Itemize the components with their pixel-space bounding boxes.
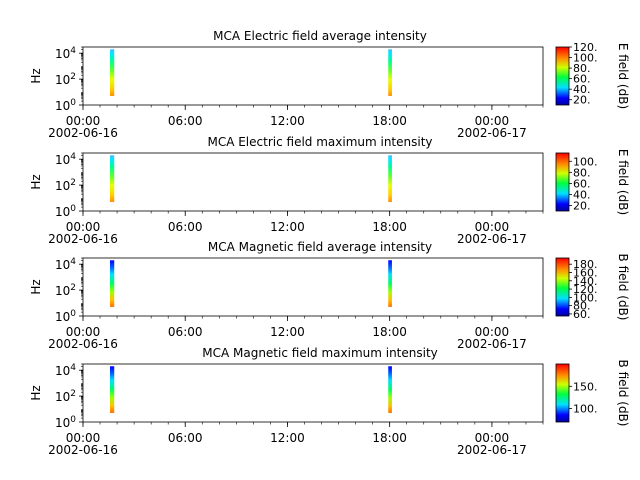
colorbar-tick-label-3: 60.	[573, 73, 591, 86]
panel-title: MCA Electric field average intensity	[213, 29, 427, 43]
x-tick-label-3: 12:00	[270, 114, 305, 128]
colorbar-tick-label-6: 120.	[573, 41, 598, 54]
y-tick-label-1: 100	[55, 98, 76, 113]
colorbar-tick-label-4: 80.	[573, 62, 591, 75]
data-strip-2	[388, 260, 392, 307]
x-tick-date-1: 2002-06-16	[48, 126, 118, 140]
colorbar-tick-label-5: 100.	[573, 52, 598, 65]
y-tick-label-2: 102	[55, 178, 76, 193]
colorbar	[555, 46, 570, 106]
x-tick-label-1: 00:00	[66, 325, 101, 339]
x-tick-label-1: 00:00	[66, 431, 101, 445]
x-tick-date-1: 2002-06-16	[48, 443, 118, 457]
y-tick-label-3: 104	[55, 257, 76, 272]
colorbar-label: E field (dB)	[616, 43, 630, 109]
x-tick-label-5: 00:00	[475, 114, 510, 128]
panel-title: MCA Magnetic field average intensity	[208, 240, 432, 254]
y-axis-label: Hz	[29, 174, 43, 189]
colorbar-label: B field (dB)	[616, 360, 630, 427]
panel-3: MCA Magnetic field average intensity 100 1…	[29, 240, 630, 351]
plot-frame	[82, 257, 544, 317]
y-tick-label-1: 100	[55, 309, 76, 324]
x-tick-label-2: 06:00	[168, 220, 203, 234]
x-tick-date-5: 2002-06-17	[457, 232, 527, 246]
x-tick-label-4: 18:00	[372, 325, 407, 339]
panel-4: MCA Magnetic field maximum intensity 100 1…	[29, 346, 630, 457]
colorbar-tick-label-2: 80.	[573, 300, 591, 313]
x-tick-label-5: 00:00	[475, 325, 510, 339]
colorbar-tick-label-6: 160.	[573, 267, 598, 280]
x-tick-date-5: 2002-06-17	[457, 126, 527, 140]
y-axis-label: Hz	[29, 385, 43, 400]
x-tick-label-2: 06:00	[168, 431, 203, 445]
plot-frame	[82, 363, 544, 423]
data-strip-1	[109, 260, 115, 307]
x-tick-label-4: 18:00	[372, 220, 407, 234]
data-strip-2	[388, 366, 392, 413]
colorbar-label: E field (dB)	[616, 149, 630, 215]
panel-1: MCA Electric field average intensity 100 1…	[29, 29, 630, 140]
x-tick-label-3: 12:00	[270, 431, 305, 445]
y-tick-label-2: 102	[55, 389, 76, 404]
y-tick-label-3: 104	[55, 152, 76, 167]
data-strip-1	[109, 366, 115, 413]
data-strip-2	[388, 155, 392, 202]
colorbar	[555, 152, 570, 212]
colorbar-tick-label-4: 80.	[573, 166, 591, 179]
plot-frame	[82, 152, 544, 212]
x-tick-label-5: 00:00	[475, 220, 510, 234]
x-tick-date-5: 2002-06-17	[457, 443, 527, 457]
colorbar-tick-label-1: 20.	[573, 199, 591, 212]
x-tick-date-1: 2002-06-16	[48, 232, 118, 246]
panel-2: MCA Electric field maximum intensity 100 1…	[29, 135, 630, 246]
data-strip-2	[388, 49, 392, 96]
y-tick-label-1: 100	[55, 415, 76, 430]
colorbar-tick-label-2: 150.	[573, 380, 598, 393]
colorbar-tick-label-2: 40.	[573, 188, 591, 201]
colorbar-tick-label-3: 100.	[573, 291, 598, 304]
x-tick-label-1: 00:00	[66, 114, 101, 128]
x-tick-label-3: 12:00	[270, 220, 305, 234]
x-tick-label-2: 06:00	[168, 325, 203, 339]
colorbar-tick-label-7: 180.	[573, 258, 598, 271]
panel-title: MCA Electric field maximum intensity	[207, 135, 432, 149]
y-tick-label-2: 102	[55, 72, 76, 87]
data-strip-1	[109, 49, 115, 96]
y-tick-label-1: 100	[55, 204, 76, 219]
colorbar-label: B field (dB)	[616, 254, 630, 321]
colorbar-tick-label-3: 60.	[573, 177, 591, 190]
panel-title: MCA Magnetic field maximum intensity	[202, 346, 438, 360]
colorbar-tick-label-1: 100.	[573, 403, 598, 416]
x-tick-label-1: 00:00	[66, 220, 101, 234]
plot-frame	[82, 46, 544, 106]
colorbar-tick-label-2: 40.	[573, 83, 591, 96]
data-strip-1	[109, 155, 115, 202]
x-tick-date-5: 2002-06-17	[457, 337, 527, 351]
colorbar-tick-label-1: 60.	[573, 308, 591, 321]
colorbar-tick-label-4: 120.	[573, 283, 598, 296]
x-tick-date-1: 2002-06-16	[48, 337, 118, 351]
colorbar	[555, 363, 570, 423]
x-tick-label-3: 12:00	[270, 325, 305, 339]
y-axis-label: Hz	[29, 279, 43, 294]
y-axis-label: Hz	[29, 68, 43, 83]
colorbar-tick-label-5: 140.	[573, 275, 598, 288]
colorbar-tick-label-1: 20.	[573, 94, 591, 107]
x-tick-label-5: 00:00	[475, 431, 510, 445]
y-tick-label-3: 104	[55, 363, 76, 378]
colorbar	[555, 257, 570, 317]
colorbar-tick-label-5: 100.	[573, 155, 598, 168]
y-tick-label-3: 104	[55, 46, 76, 61]
y-tick-label-2: 102	[55, 283, 76, 298]
x-tick-label-2: 06:00	[168, 114, 203, 128]
x-tick-label-4: 18:00	[372, 431, 407, 445]
x-tick-label-4: 18:00	[372, 114, 407, 128]
